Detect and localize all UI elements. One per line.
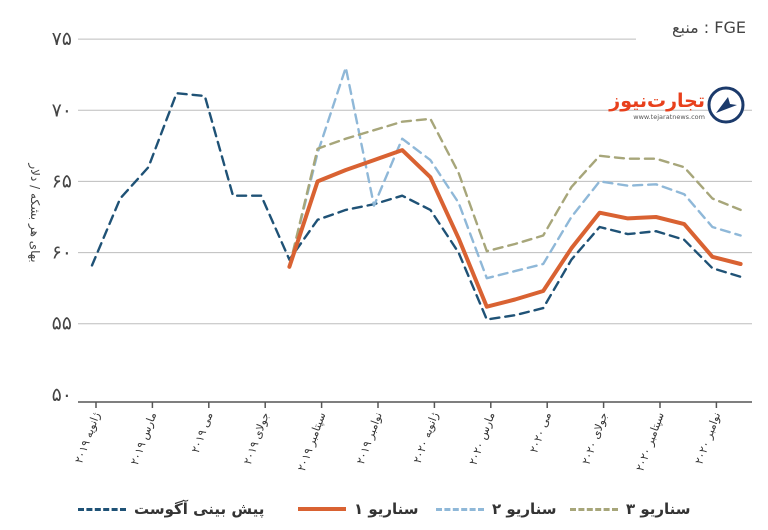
- series-line-2: [288, 66, 742, 280]
- y-tick-label: ۶۵: [52, 170, 72, 192]
- legend-swatch: [570, 507, 618, 511]
- legend-swatch: [78, 507, 126, 511]
- y-tick-label: ۷۵: [52, 28, 72, 50]
- x-tick-label: سپتامبر ۲۰۱۹: [295, 411, 328, 473]
- y-tick-label: ۶۰: [52, 242, 72, 264]
- x-tick-label: می ۲۰۲۰: [527, 410, 554, 454]
- x-axis: [78, 401, 752, 408]
- x-tick-label: نوامبر ۲۰۱۹: [354, 411, 385, 466]
- tejaratnews-logo: تجارت‌نیوز www.tejaratnews.com: [606, 84, 746, 126]
- legend-swatch: [436, 507, 484, 511]
- series-line-1: [287, 148, 743, 309]
- source-label: منبع : FGE: [671, 18, 746, 37]
- legend: پیش بینی آگوست سناریو ۱ سناریو ۲ سناریو …: [70, 496, 750, 522]
- grid-lines: [78, 38, 752, 325]
- legend-label: سناریو ۱: [354, 500, 419, 518]
- legend-label: سناریو ۳: [626, 500, 691, 518]
- x-tick-labels: ژانویه ۲۰۱۹ مارس ۲۰۱۹ می ۲۰۱۹ جولای ۲۰۱۹ سپت…: [72, 410, 723, 472]
- x-tick-label: نوامبر ۲۰۲۰: [692, 411, 723, 466]
- legend-swatch: [298, 507, 346, 511]
- x-tick-label: جولای ۲۰۱۹: [241, 411, 272, 467]
- legend-item-scenario-3: سناریو ۳: [570, 496, 691, 522]
- x-tick-label: ژانویه ۲۰۲۰: [411, 411, 441, 465]
- x-tick-label: سپتامبر ۲۰۲۰: [634, 411, 667, 473]
- y-tick-label: ۷۰: [52, 99, 72, 121]
- legend-item-august-forecast: پیش بینی آگوست: [78, 496, 264, 522]
- x-tick-label: جولای ۲۰۲۰: [580, 411, 611, 467]
- y-tick-label: ۵۵: [52, 313, 72, 335]
- legend-item-scenario-1: سناریو ۱: [298, 496, 419, 522]
- series-line-3: [288, 117, 742, 268]
- x-tick-label: ژانویه ۲۰۱۹: [72, 411, 102, 465]
- y-tick-labels: ۷۵ ۷۰ ۶۵ ۶۰ ۵۵ ۵۰: [52, 28, 72, 406]
- legend-label: پیش بینی آگوست: [134, 500, 265, 518]
- x-tick-label: مارس ۲۰۲۰: [467, 410, 498, 466]
- x-tick-label: مارس ۲۰۱۹: [128, 410, 159, 466]
- x-tick-label: می ۲۰۱۹: [189, 410, 216, 454]
- series-line-0: [90, 91, 742, 321]
- y-axis-label: بهای هر بشکه / دلار: [27, 162, 42, 262]
- logo-url: www.tejaratnews.com: [633, 113, 705, 121]
- legend-item-scenario-2: سناریو ۲: [436, 496, 557, 522]
- logo-wordmark: تجارت‌نیوز: [608, 90, 705, 112]
- legend-label: سناریو ۲: [492, 500, 557, 518]
- logo-arrow-icon: [716, 97, 737, 113]
- y-tick-label: ۵۰: [52, 384, 72, 406]
- series-lines: [90, 66, 743, 321]
